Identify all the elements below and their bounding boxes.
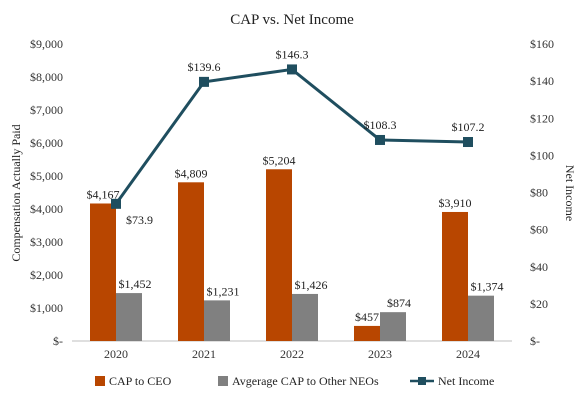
label-cap-other-neos: $1,452 xyxy=(119,277,152,291)
right-tick-label: $140 xyxy=(530,74,554,88)
chart-title: CAP vs. Net Income xyxy=(230,12,354,28)
bar-cap-other-neos xyxy=(468,295,494,341)
left-axis-label: Compensation Actually Paid xyxy=(9,124,23,261)
bar-cap-to-ceo xyxy=(90,203,116,341)
label-cap-other-neos: $874 xyxy=(387,296,411,310)
label-cap-other-neos: $1,231 xyxy=(207,284,240,298)
label-cap-to-ceo: $4,167 xyxy=(87,187,120,201)
line-series xyxy=(111,64,473,209)
label-cap-to-ceo: $3,910 xyxy=(439,196,472,210)
left-tick-label: $3,000 xyxy=(30,235,63,249)
label-net-income: $73.9 xyxy=(126,213,153,227)
left-tick-label: $2,000 xyxy=(30,268,63,282)
net-income-marker xyxy=(375,134,385,145)
left-tick-label: $- xyxy=(53,334,63,348)
label-cap-other-neos: $1,426 xyxy=(295,278,328,292)
legend: CAP to CEO Avgerage CAP to Other NEOs Net … xyxy=(95,374,494,388)
legend-swatch xyxy=(95,376,105,386)
left-axis-ticks: $- $1,000 $2,000 $3,000 $4,000 $5,000 $6,000 $7… xyxy=(30,37,63,348)
x-tick-label: 2024 xyxy=(456,347,480,361)
left-tick-label: $4,000 xyxy=(30,202,63,216)
left-tick-label: $5,000 xyxy=(30,169,63,183)
left-tick-label: $6,000 xyxy=(30,136,63,150)
x-tick-label: 2020 xyxy=(104,347,128,361)
right-tick-label: $40 xyxy=(530,260,548,274)
x-tick-label: 2022 xyxy=(280,347,304,361)
right-tick-label: $60 xyxy=(530,223,548,237)
right-tick-label: $100 xyxy=(530,148,554,162)
bar-cap-other-neos xyxy=(292,293,318,341)
label-net-income: $139.6 xyxy=(188,60,221,74)
bar-cap-to-ceo xyxy=(266,169,292,341)
label-net-income: $108.3 xyxy=(364,118,397,132)
right-axis-ticks: $- $20 $40 $60 $80 $100 $120 $140 $160 xyxy=(530,37,554,348)
right-tick-label: $160 xyxy=(530,37,554,51)
x-tick-label: 2021 xyxy=(192,347,216,361)
label-cap-to-ceo: $5,204 xyxy=(263,153,296,167)
legend-label: Avgerage CAP to Other NEOs xyxy=(232,374,379,388)
legend-swatch xyxy=(218,376,228,386)
net-income-marker xyxy=(463,137,473,148)
net-income-marker xyxy=(111,198,121,209)
label-cap-to-ceo: $4,809 xyxy=(175,166,208,180)
x-axis-ticks: 2020 2021 2022 2023 2024 xyxy=(104,347,480,361)
data-labels: $4,167 $4,809 $5,204 $457 $3,910 $1,452 $1,231… xyxy=(87,47,504,323)
net-income-marker xyxy=(199,76,209,87)
x-tick-label: 2023 xyxy=(368,347,392,361)
left-tick-label: $9,000 xyxy=(30,37,63,51)
legend-marker xyxy=(418,377,426,385)
legend-label: CAP to CEO xyxy=(109,374,172,388)
bar-cap-to-ceo xyxy=(354,325,380,341)
legend-label: Net Income xyxy=(438,374,494,388)
left-tick-label: $7,000 xyxy=(30,103,63,117)
left-tick-label: $1,000 xyxy=(30,301,63,315)
right-tick-label: $- xyxy=(530,334,540,348)
label-cap-other-neos: $1,374 xyxy=(471,280,504,294)
bar-cap-other-neos xyxy=(380,312,406,341)
label-cap-to-ceo: $457 xyxy=(355,310,379,324)
label-net-income: $146.3 xyxy=(276,47,309,61)
left-tick-label: $8,000 xyxy=(30,70,63,84)
net-income-marker xyxy=(287,64,297,75)
bar-series xyxy=(90,169,494,341)
bar-cap-other-neos xyxy=(116,293,142,341)
right-tick-label: $20 xyxy=(530,297,548,311)
bar-cap-other-neos xyxy=(204,300,230,341)
bar-cap-to-ceo xyxy=(442,211,468,341)
label-net-income: $107.2 xyxy=(452,120,485,134)
right-axis-label: Net Income xyxy=(563,165,577,221)
right-tick-label: $120 xyxy=(530,111,554,125)
bar-cap-to-ceo xyxy=(178,182,204,341)
right-tick-label: $80 xyxy=(530,186,548,200)
